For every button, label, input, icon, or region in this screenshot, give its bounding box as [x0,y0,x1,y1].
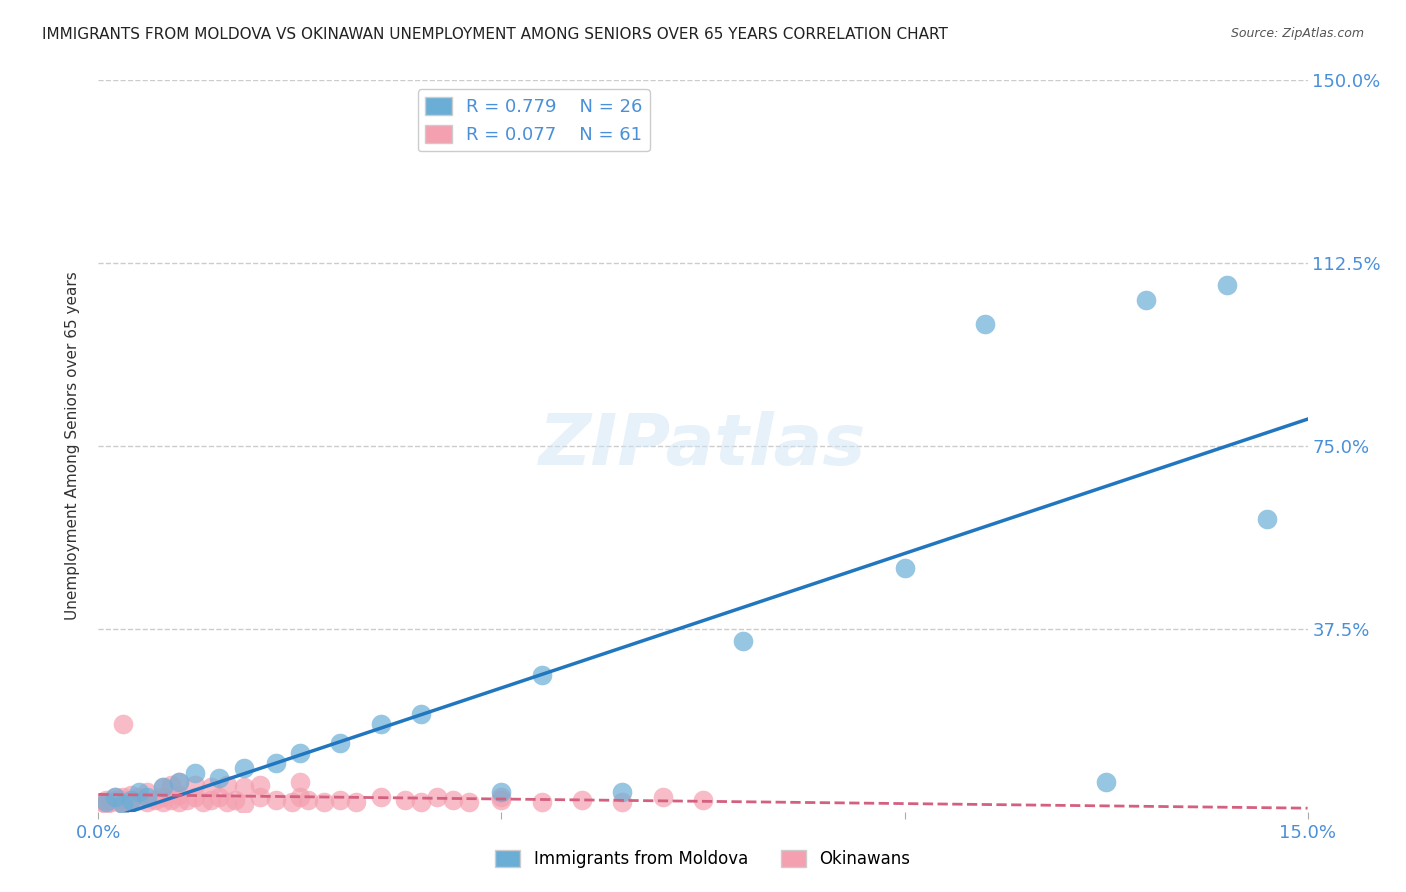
Point [733,634,755,648]
Point [288,775,311,789]
Point [426,790,449,805]
Point [571,792,593,806]
Y-axis label: Unemployment Among Seniors over 65 years: Unemployment Among Seniors over 65 years [65,272,80,620]
Point [111,717,134,731]
Point [167,775,190,789]
Point [135,785,157,799]
Text: IMMIGRANTS FROM MOLDOVA VS OKINAWAN UNEMPLOYMENT AMONG SENIORS OVER 65 YEARS COR: IMMIGRANTS FROM MOLDOVA VS OKINAWAN UNEM… [42,27,948,42]
Point [100,795,122,809]
Point [111,792,134,806]
Point [176,792,198,806]
Point [893,561,915,575]
Point [193,795,215,809]
Point [491,792,513,806]
Point [120,795,142,809]
Point [232,797,254,812]
Point [160,778,183,792]
Point [370,717,392,731]
Point [135,790,157,805]
Point [184,765,207,780]
Point [491,790,513,805]
Point [103,790,125,805]
Point [96,797,118,812]
Point [103,790,125,805]
Point [184,790,207,805]
Point [128,790,150,805]
Text: ZIPatlas: ZIPatlas [540,411,866,481]
Point [344,795,367,809]
Point [120,788,142,802]
Point [103,792,125,806]
Point [264,792,287,806]
Point [200,780,222,795]
Point [612,785,634,799]
Point [167,788,190,802]
Point [135,795,157,809]
Point [200,792,222,806]
Point [692,792,714,806]
Point [288,746,311,760]
Point [232,761,254,775]
Point [152,790,174,805]
Point [651,790,673,805]
Point [1216,278,1239,293]
Point [1095,775,1118,789]
Point [530,795,553,809]
Point [491,785,513,799]
Point [152,795,174,809]
Text: Source: ZipAtlas.com: Source: ZipAtlas.com [1230,27,1364,40]
Point [530,668,553,682]
Point [111,790,134,805]
Point [394,792,416,806]
Point [409,795,432,809]
Point [249,790,271,805]
Point [152,780,174,795]
Point [1256,512,1278,526]
Point [370,790,392,805]
Point [111,797,134,812]
Point [111,797,134,812]
Point [612,795,634,809]
Point [120,792,142,806]
Point [314,795,336,809]
Point [96,795,118,809]
Point [288,790,311,805]
Point [232,780,254,795]
Point [128,785,150,799]
Point [409,707,432,722]
Point [143,792,166,806]
Legend: R = 0.779    N = 26, R = 0.077    N = 61: R = 0.779 N = 26, R = 0.077 N = 61 [418,89,650,152]
Point [458,795,481,809]
Point [167,775,190,789]
Point [297,792,319,806]
Point [167,795,190,809]
Point [1135,293,1157,307]
Point [128,792,150,806]
Point [160,792,183,806]
Point [152,780,174,795]
Point [441,792,464,806]
Point [96,792,118,806]
Point [184,778,207,792]
Point [224,792,246,806]
Point [264,756,287,770]
Point [281,795,304,809]
Point [329,736,352,750]
Legend: Immigrants from Moldova, Okinawans: Immigrants from Moldova, Okinawans [489,843,917,875]
Point [107,795,129,809]
Point [208,790,231,805]
Point [217,795,239,809]
Point [217,778,239,792]
Point [329,792,352,806]
Point [91,795,114,809]
Point [974,317,997,331]
Point [208,771,231,785]
Point [249,778,271,792]
